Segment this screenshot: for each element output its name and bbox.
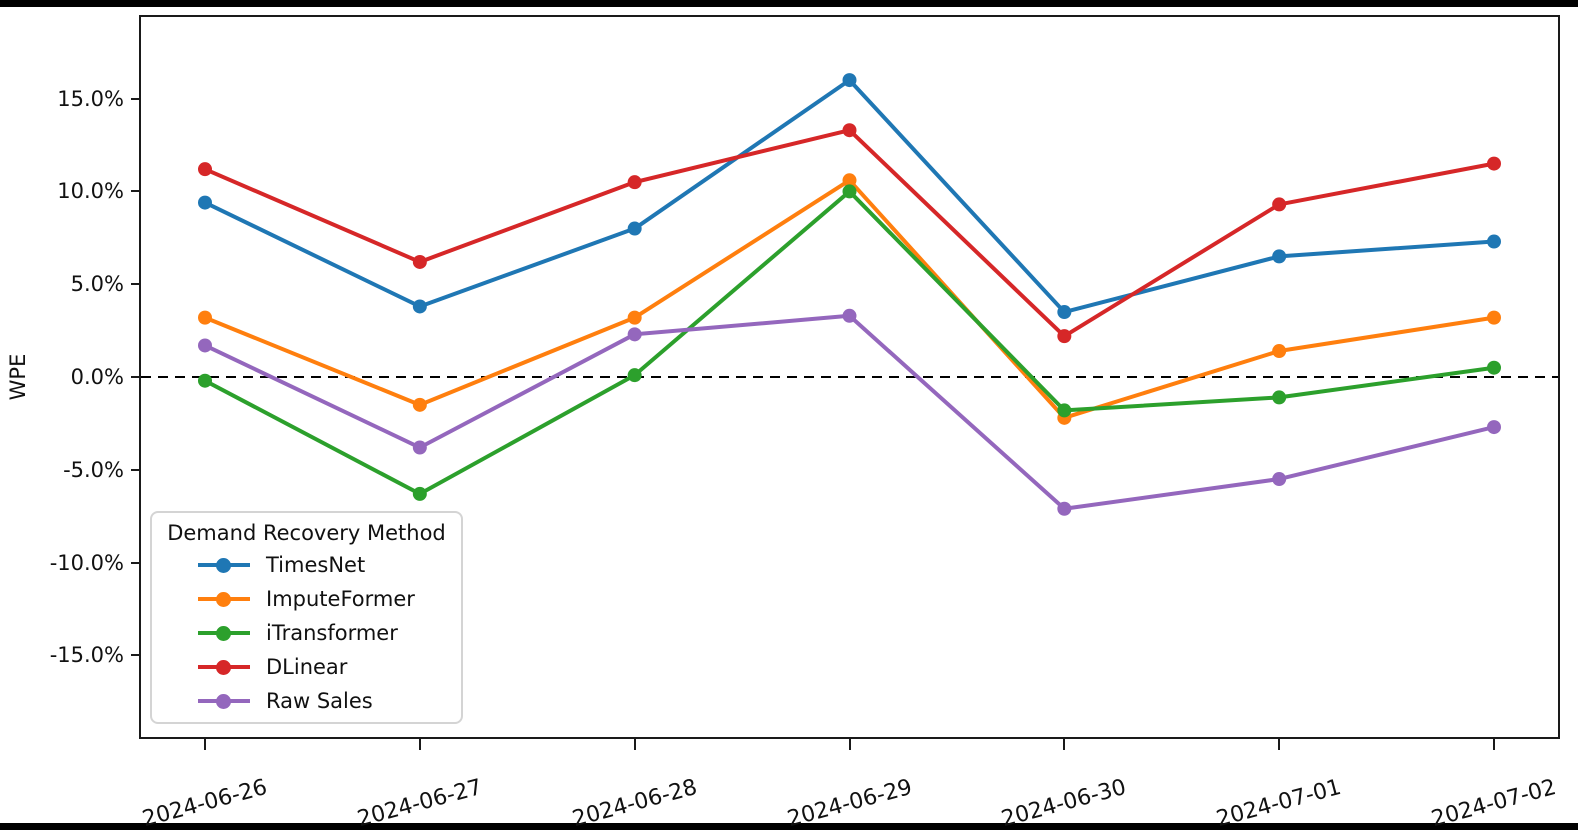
data-point-raw-sales-2024-07-01 — [1272, 472, 1287, 487]
y-tick-label: -5.0% — [63, 457, 124, 482]
legend-item-label: iTransformer — [266, 621, 398, 645]
data-point-imputeformer-2024-06-29 — [842, 173, 857, 188]
data-point-raw-sales-2024-06-30 — [1057, 501, 1072, 516]
legend-marker-dot — [216, 557, 231, 573]
data-point-dlinear-2024-07-02 — [1487, 156, 1501, 171]
y-tick-label: -10.0% — [49, 550, 124, 575]
legend-line-dot-marker-icon — [198, 623, 250, 644]
y-tick-label: 0.0% — [70, 365, 124, 389]
legend-marker-dot — [216, 693, 231, 709]
legend-marker-dot — [216, 591, 231, 607]
data-point-dlinear-2024-07-01 — [1272, 197, 1287, 212]
data-point-raw-sales-2024-06-26 — [198, 338, 212, 353]
x-tick-mark — [1063, 739, 1066, 750]
series-line-itransformer — [204, 189, 1495, 496]
data-point-itransformer-2024-06-28 — [627, 368, 642, 383]
x-tick-label: 2024-07-02 — [1428, 774, 1559, 830]
legend-item-timesnet: TimesNet — [198, 548, 453, 582]
data-point-itransformer-2024-06-27 — [412, 486, 427, 501]
x-tick-mark — [418, 739, 421, 750]
x-tick-label: 2024-07-01 — [1214, 774, 1345, 830]
legend-item-label: DLinear — [266, 655, 348, 679]
data-point-dlinear-2024-06-30 — [1057, 329, 1072, 344]
data-point-imputeformer-2024-06-26 — [198, 310, 212, 325]
data-point-timesnet-2024-06-30 — [1057, 305, 1072, 320]
x-tick-label: 2024-06-26 — [139, 774, 270, 830]
x-tick-mark — [633, 739, 636, 750]
y-tick-mark — [131, 468, 139, 471]
series-line-imputeformer — [204, 178, 1495, 420]
x-tick-label: 2024-06-28 — [569, 774, 700, 830]
legend-title: Demand Recovery Method — [167, 521, 446, 545]
data-point-timesnet-2024-06-27 — [412, 299, 427, 314]
x-tick-label: 2024-06-27 — [354, 774, 485, 830]
data-point-dlinear-2024-06-28 — [627, 175, 642, 190]
data-point-dlinear-2024-06-26 — [198, 162, 212, 177]
data-point-itransformer-2024-06-26 — [198, 373, 212, 388]
legend-item-raw-sales: Raw Sales — [198, 684, 453, 718]
legend-item-label: Raw Sales — [266, 689, 373, 713]
data-point-itransformer-2024-07-02 — [1487, 360, 1501, 375]
legend-item-dlinear: DLinear — [198, 650, 453, 684]
letterbox-top-bar — [0, 0, 1578, 7]
y-tick-label: 15.0% — [57, 86, 124, 111]
y-tick-mark — [131, 283, 139, 286]
data-point-timesnet-2024-06-28 — [627, 221, 642, 236]
data-point-imputeformer-2024-06-27 — [412, 397, 427, 412]
data-point-timesnet-2024-07-02 — [1487, 234, 1501, 249]
series-line-raw-sales — [204, 313, 1495, 511]
legend-items: TimesNet ImputeFormer iTransformer DLine… — [160, 548, 453, 718]
y-tick-mark — [131, 376, 139, 378]
data-point-raw-sales-2024-06-29 — [842, 308, 857, 323]
x-tick-mark — [204, 739, 206, 750]
legend-box: Demand Recovery Method TimesNet ImputeFo… — [150, 511, 463, 724]
line-chart — [141, 73, 1558, 516]
data-point-imputeformer-2024-07-02 — [1487, 310, 1501, 325]
data-point-timesnet-2024-07-01 — [1272, 249, 1287, 264]
data-point-itransformer-2024-07-01 — [1272, 390, 1287, 405]
legend-line-dot-marker-icon — [198, 555, 250, 576]
data-point-timesnet-2024-06-26 — [198, 195, 212, 210]
x-tick-mark — [848, 739, 851, 750]
x-tick-label: 2024-06-30 — [999, 774, 1130, 830]
x-tick-label: 2024-06-29 — [784, 774, 915, 830]
data-point-raw-sales-2024-06-28 — [627, 327, 642, 342]
legend-line-dot-marker-icon — [198, 589, 250, 610]
y-tick-label: -15.0% — [49, 643, 124, 668]
legend-line-dot-marker-icon — [198, 657, 250, 678]
x-tick-mark — [1278, 739, 1281, 750]
series-line-dlinear — [204, 128, 1495, 339]
x-tick-mark — [1493, 739, 1495, 750]
data-point-dlinear-2024-06-29 — [842, 123, 857, 138]
data-point-timesnet-2024-06-29 — [842, 73, 857, 88]
data-point-raw-sales-2024-06-27 — [412, 440, 427, 455]
legend-item-label: ImputeFormer — [266, 587, 415, 611]
data-point-itransformer-2024-06-29 — [842, 184, 857, 199]
legend-item-imputeformer: ImputeFormer — [198, 582, 453, 616]
y-tick-mark — [131, 97, 139, 100]
data-point-dlinear-2024-06-27 — [412, 254, 427, 269]
y-tick-mark — [131, 190, 139, 193]
legend-item-itransformer: iTransformer — [198, 616, 453, 650]
y-tick-mark — [131, 654, 139, 657]
data-point-itransformer-2024-06-30 — [1057, 403, 1072, 418]
y-tick-mark — [131, 561, 139, 564]
legend-marker-dot — [216, 625, 231, 641]
letterbox-bottom-bar — [0, 823, 1578, 830]
legend-line-dot-marker-icon — [198, 691, 250, 712]
legend-item-label: TimesNet — [266, 553, 366, 577]
y-tick-label: 5.0% — [70, 272, 124, 297]
data-point-raw-sales-2024-07-02 — [1487, 420, 1501, 435]
data-point-imputeformer-2024-07-01 — [1272, 344, 1287, 359]
legend-marker-dot — [216, 659, 231, 675]
data-point-imputeformer-2024-06-28 — [627, 310, 642, 325]
y-tick-label: 10.0% — [57, 179, 124, 204]
